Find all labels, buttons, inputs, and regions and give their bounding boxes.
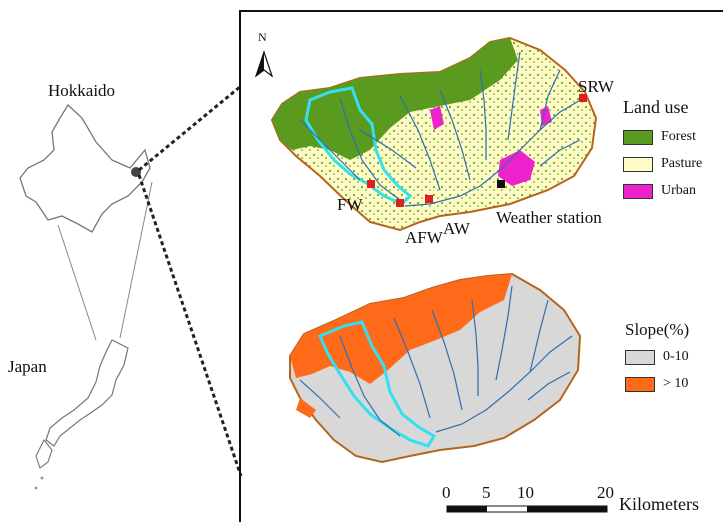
scale-tick-10: 10 — [517, 483, 534, 502]
legend-slope-high: > 10 — [625, 376, 688, 392]
scale-unit: Kilometers — [619, 494, 699, 514]
legend-slope-low: 0-10 — [625, 349, 689, 365]
forest-area — [272, 38, 518, 160]
scale-tick-20: 20 — [597, 483, 614, 502]
subwatershed-outline — [304, 86, 413, 206]
forest-swatch — [623, 129, 653, 145]
japan-label: Japan — [8, 357, 47, 376]
urban-area — [498, 150, 535, 186]
weather-station-marker — [497, 180, 505, 188]
legend-forest: Forest — [623, 129, 696, 145]
scale-tick-5: 5 — [482, 483, 491, 502]
station-aw-label: AW — [443, 219, 470, 238]
station-afw-label: AFW — [405, 228, 443, 247]
hokkaido-outline — [19, 103, 151, 233]
station-fw-marker — [367, 180, 375, 188]
slope-low-swatch — [625, 349, 655, 365]
legend-pasture: Pasture — [623, 156, 702, 172]
connector-line — [57, 224, 97, 341]
zoom-line-bottom — [137, 174, 243, 477]
zoom-line-top — [138, 84, 242, 172]
station-aw-marker — [425, 195, 433, 203]
hokkaido-label: Hokkaido — [48, 81, 116, 100]
urban-swatch — [623, 183, 653, 199]
steep-slope-area — [290, 274, 512, 384]
legend-urban: Urban — [623, 183, 696, 199]
kyushu-outline — [35, 438, 53, 469]
japan-outline — [45, 339, 129, 447]
scale-tick-0: 0 — [442, 483, 451, 502]
subwatershed-outline-slope — [318, 320, 437, 448]
station-srw-label: SRW — [578, 77, 614, 96]
stream-network — [299, 51, 585, 207]
north-label: N — [258, 30, 267, 44]
station-fw-label: FW — [337, 195, 363, 214]
station-srw-marker — [579, 94, 587, 102]
station-afw-marker — [396, 199, 404, 207]
detail-panel — [239, 10, 723, 522]
stream-network-slope — [299, 285, 573, 437]
weather-station-label: Weather station — [496, 208, 602, 227]
pasture-swatch — [623, 156, 653, 172]
slope-legend-title: Slope(%) — [625, 320, 690, 339]
slope-high-swatch — [625, 376, 655, 392]
connector-line — [119, 181, 153, 339]
landuse-legend-title: Land use — [623, 97, 689, 117]
study-area-marker — [131, 167, 141, 177]
